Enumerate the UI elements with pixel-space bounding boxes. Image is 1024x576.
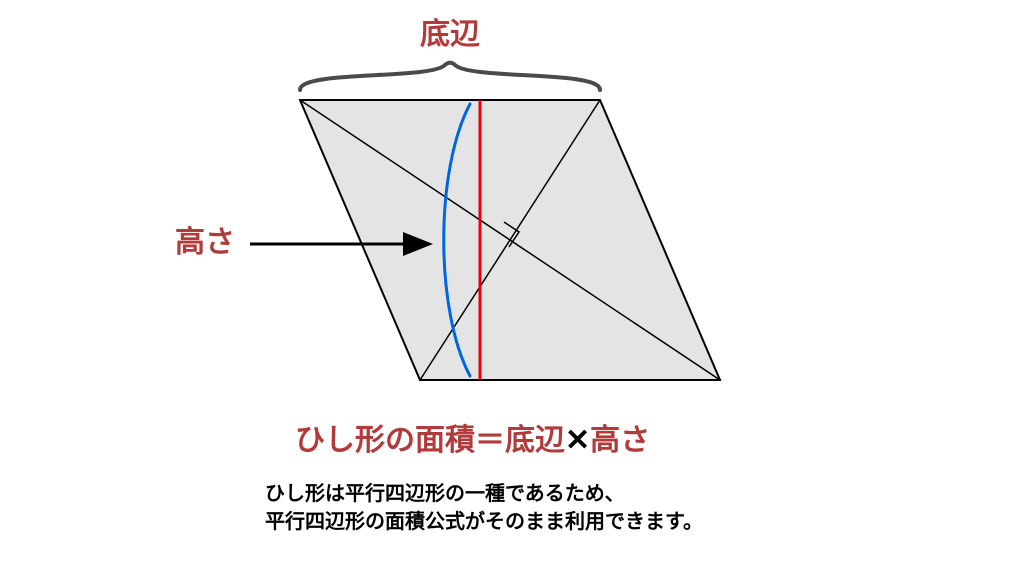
formula-text: ひし形の面積＝底辺✕高さ: [295, 424, 650, 457]
formula-part: ✕: [565, 424, 590, 457]
explanation-line: 平行四辺形の面積公式がそのまま利用できます。: [265, 509, 703, 533]
formula-part: ひし形の面積＝底辺: [295, 424, 565, 457]
formula-part: 高さ: [590, 424, 650, 457]
height-label: 高さ: [175, 226, 235, 259]
base-brace: [300, 63, 600, 90]
explanation-line: ひし形は平行四辺形の一種であるため、: [265, 481, 625, 505]
base-label: 底辺: [420, 18, 480, 51]
explanation-text: ひし形は平行四辺形の一種であるため、平行四辺形の面積公式がそのまま利用できます。: [265, 481, 703, 533]
